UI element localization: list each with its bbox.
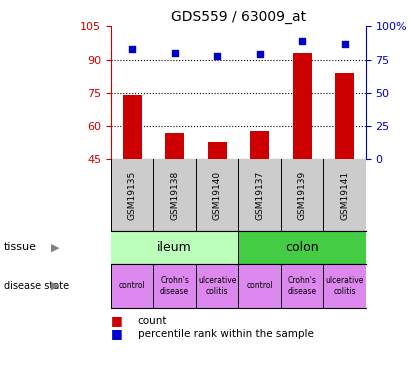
Bar (153, 264, 196, 308)
Bar (250, 130, 269, 159)
Text: ▶: ▶ (51, 243, 60, 252)
Point (299, 38, 305, 44)
Bar (238, 159, 281, 231)
Text: ■: ■ (111, 314, 123, 327)
Point (171, 50, 178, 56)
Bar (111, 264, 153, 308)
Point (256, 51, 263, 57)
Bar (153, 159, 196, 231)
Bar (238, 231, 366, 264)
Text: ulcerative
colitis: ulcerative colitis (326, 276, 364, 296)
Text: count: count (138, 316, 167, 326)
Text: GSM19138: GSM19138 (170, 170, 179, 220)
Text: Crohn's
disease: Crohn's disease (160, 276, 189, 296)
Bar (208, 142, 227, 159)
Text: Crohn's
disease: Crohn's disease (288, 276, 316, 296)
Bar (122, 95, 142, 159)
Text: ▶: ▶ (51, 281, 60, 291)
Text: GSM19135: GSM19135 (128, 170, 137, 220)
Point (214, 53, 220, 58)
Text: percentile rank within the sample: percentile rank within the sample (138, 329, 314, 339)
Bar (196, 264, 238, 308)
Bar (196, 159, 238, 231)
Text: disease state: disease state (4, 281, 69, 291)
Text: control: control (119, 281, 145, 290)
Text: control: control (246, 281, 273, 290)
Text: tissue: tissue (4, 243, 37, 252)
Bar (335, 73, 354, 159)
Title: GDS559 / 63009_at: GDS559 / 63009_at (171, 10, 306, 24)
Point (341, 40, 348, 46)
Bar (238, 264, 281, 308)
Bar (111, 159, 153, 231)
Text: ■: ■ (111, 327, 123, 340)
Text: GSM19139: GSM19139 (298, 170, 307, 220)
Bar (293, 53, 312, 159)
Text: ileum: ileum (157, 241, 192, 254)
Text: colon: colon (285, 241, 319, 254)
Text: GSM19140: GSM19140 (212, 170, 222, 220)
Bar (323, 159, 366, 231)
Text: ulcerative
colitis: ulcerative colitis (198, 276, 236, 296)
Bar (165, 133, 184, 159)
Bar (281, 264, 323, 308)
Text: GSM19137: GSM19137 (255, 170, 264, 220)
Bar (281, 159, 323, 231)
Text: GSM19141: GSM19141 (340, 170, 349, 220)
Bar (111, 231, 238, 264)
Point (129, 46, 136, 52)
Bar (323, 264, 366, 308)
